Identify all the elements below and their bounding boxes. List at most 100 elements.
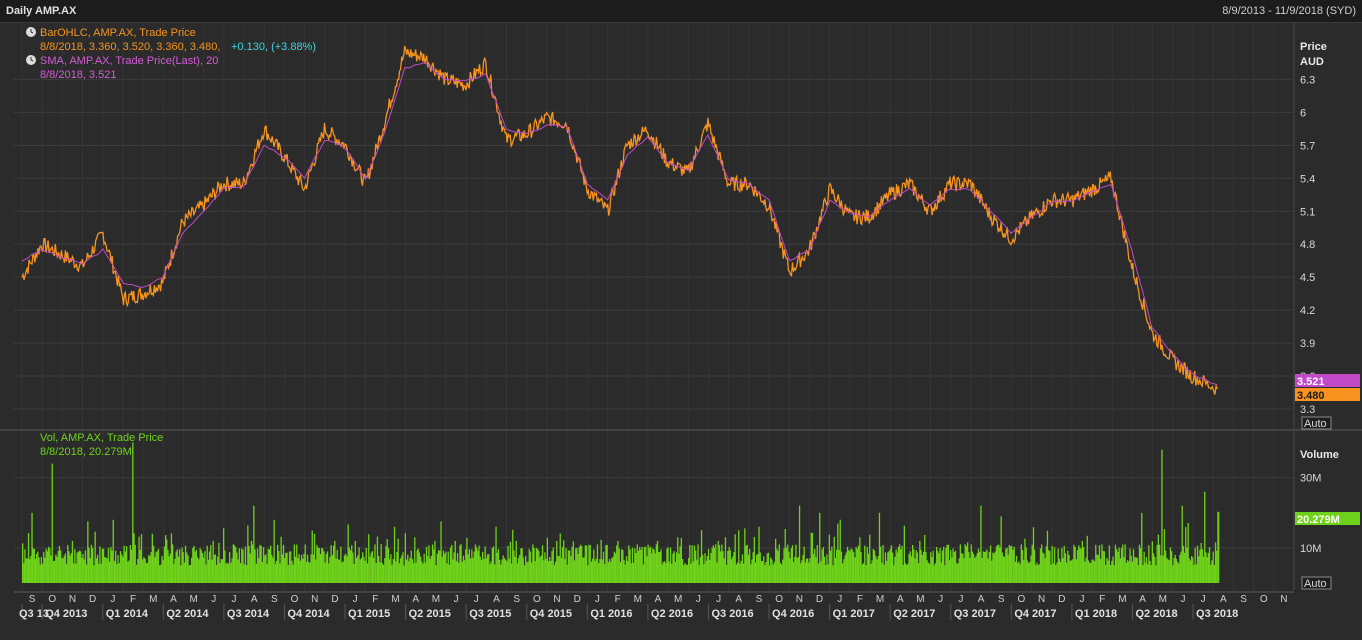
volume-bar xyxy=(556,540,558,583)
volume-bar xyxy=(451,544,453,583)
volume-bar xyxy=(408,561,410,583)
volume-bar xyxy=(1198,556,1200,583)
volume-bar xyxy=(64,553,67,583)
volume-bar xyxy=(805,558,808,583)
volume-bar xyxy=(1089,562,1091,583)
volume-bar xyxy=(446,563,448,583)
volume-bar xyxy=(415,562,417,583)
volume-bar xyxy=(904,563,907,583)
volume-bar xyxy=(989,545,992,583)
volume-bar xyxy=(903,525,905,583)
volume-bar xyxy=(1140,548,1142,583)
volume-bar xyxy=(877,556,879,583)
volume-bar xyxy=(1180,551,1182,583)
volume-bar xyxy=(813,553,815,583)
volume-bar xyxy=(595,558,597,583)
volume-bar xyxy=(791,545,794,583)
volume-bar xyxy=(563,540,565,583)
volume-bar xyxy=(1018,561,1020,583)
volume-bar xyxy=(1112,556,1114,583)
volume-auto-label[interactable]: Auto xyxy=(1304,578,1327,590)
volume-bar xyxy=(971,551,974,583)
volume-bar xyxy=(822,547,824,583)
volume-bar xyxy=(243,564,245,583)
volume-bar xyxy=(1036,562,1038,583)
volume-bar xyxy=(710,553,712,583)
month-label: M xyxy=(432,594,440,605)
volume-bar xyxy=(416,550,418,583)
clock-toggle-icon[interactable] xyxy=(26,27,36,37)
volume-bar xyxy=(665,563,667,583)
volume-bar xyxy=(838,549,840,583)
volume-bar xyxy=(1001,552,1003,583)
volume-bar xyxy=(421,561,423,583)
volume-bar xyxy=(345,553,347,583)
volume-bar xyxy=(49,548,51,583)
volume-bar xyxy=(1111,560,1113,583)
volume-bar xyxy=(679,546,681,583)
volume-bar xyxy=(47,546,50,583)
volume-bar xyxy=(337,559,340,583)
volume-bar xyxy=(698,565,700,583)
volume-bar xyxy=(212,540,214,583)
volume-bar xyxy=(51,463,53,583)
volume-bar xyxy=(693,545,696,583)
volume-bar xyxy=(101,548,103,583)
volume-bar xyxy=(281,554,283,583)
volume-bar xyxy=(962,553,964,583)
volume-bar xyxy=(112,519,114,583)
volume-bar xyxy=(940,562,942,583)
volume-bar xyxy=(538,550,540,583)
volume-bar xyxy=(244,546,247,583)
volume-bar xyxy=(951,557,953,583)
volume-bar xyxy=(963,558,965,583)
volume-bar xyxy=(197,557,199,583)
volume-bar xyxy=(553,565,555,583)
volume-bar xyxy=(994,551,996,583)
volume-bar xyxy=(461,561,463,583)
volume-bar xyxy=(1008,544,1010,583)
volume-bar xyxy=(1101,544,1103,583)
volume-bar xyxy=(144,558,146,583)
volume-bar xyxy=(544,552,546,583)
volume-bar xyxy=(360,558,363,583)
volume-bar xyxy=(411,559,414,583)
volume-auto-button[interactable]: Auto xyxy=(1301,576,1332,590)
volume-bar xyxy=(163,546,166,583)
volume-bar xyxy=(1173,557,1175,583)
volume-bar xyxy=(541,545,544,583)
clock-toggle-icon[interactable] xyxy=(26,55,36,65)
volume-bar xyxy=(1024,538,1026,583)
volume-bar xyxy=(736,562,739,583)
volume-bar xyxy=(181,547,183,583)
volume-bar xyxy=(889,548,891,583)
volume-bar xyxy=(854,557,856,583)
volume-bar xyxy=(165,535,167,583)
volume-bar xyxy=(590,561,593,583)
volume-bar xyxy=(1162,555,1164,583)
volume-bar xyxy=(837,523,839,583)
volume-bar xyxy=(1168,560,1170,583)
volume-bar xyxy=(941,550,944,583)
volume-bar xyxy=(875,555,877,583)
price-auto-button[interactable]: Auto xyxy=(1301,416,1332,430)
volume-bar xyxy=(1052,563,1054,583)
volume-bar xyxy=(236,552,238,583)
volume-bar xyxy=(997,544,999,583)
volume-bar xyxy=(427,555,429,583)
volume-bar xyxy=(477,550,479,583)
price-plot-area[interactable] xyxy=(14,23,1294,428)
volume-bar xyxy=(231,558,233,583)
price-auto-label[interactable]: Auto xyxy=(1304,418,1327,430)
volume-bar xyxy=(1128,561,1130,583)
volume-bar xyxy=(1098,545,1101,583)
volume-bar xyxy=(220,559,222,583)
volume-bar xyxy=(747,554,750,583)
volume-bar xyxy=(816,545,818,583)
volume-bar xyxy=(728,547,730,583)
volume-bar xyxy=(830,550,832,583)
volume-bar xyxy=(106,558,108,583)
volume-bar xyxy=(1118,547,1120,583)
volume-bar xyxy=(182,552,184,583)
